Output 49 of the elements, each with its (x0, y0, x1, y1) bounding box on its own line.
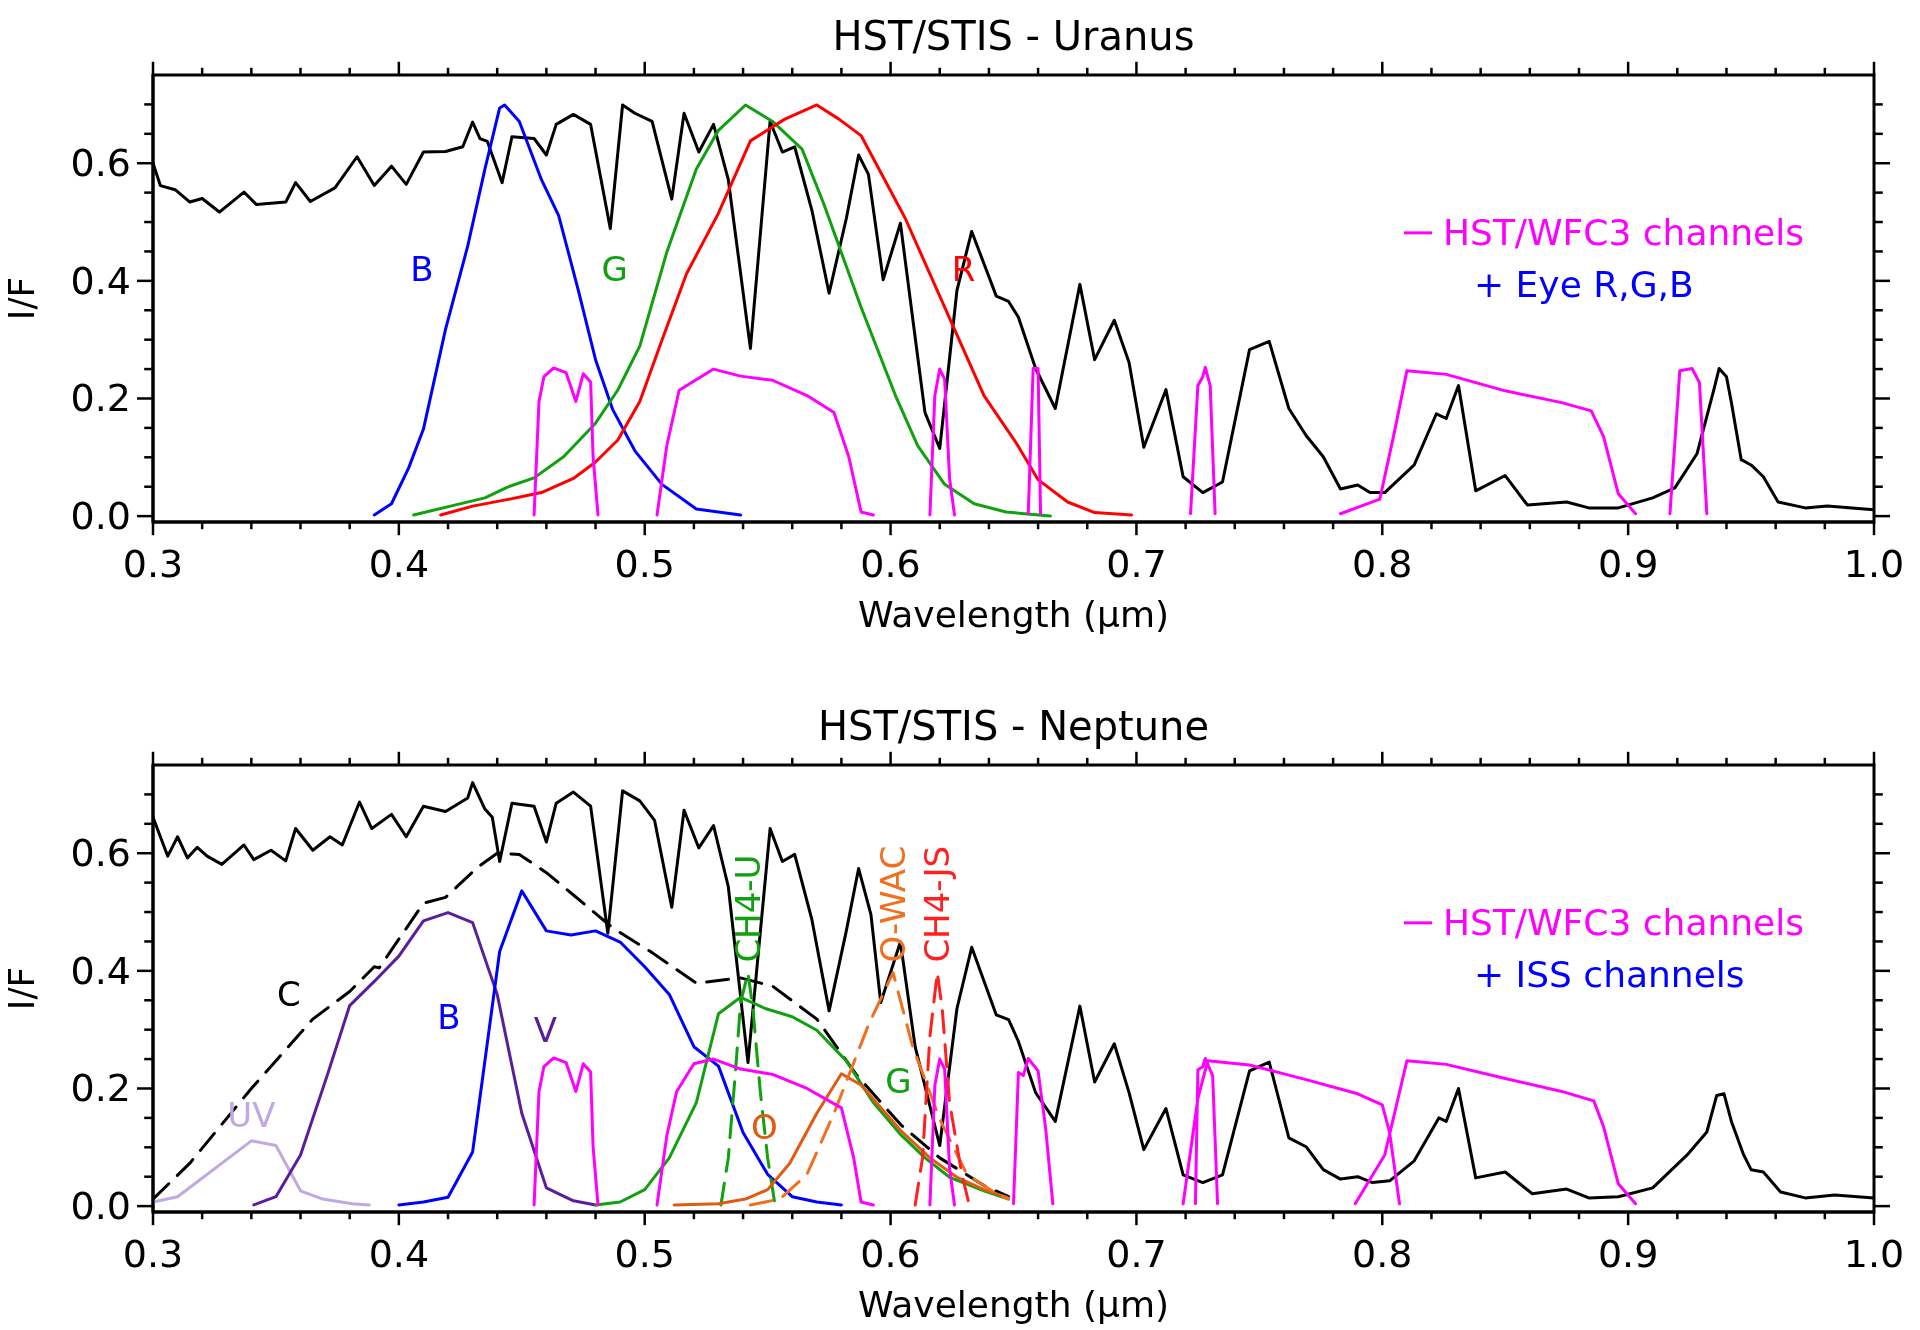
y-tick-label: 0.2 (70, 1066, 131, 1111)
x-tick-label: 0.4 (368, 1232, 430, 1276)
text: CH4-JS (917, 845, 958, 963)
x-tick-label: 1.0 (1843, 1232, 1905, 1276)
x-tick-label: 0.4 (368, 542, 430, 586)
line-series (412, 103, 1052, 518)
line-series (153, 1139, 371, 1207)
y-tick-label: 0.0 (70, 494, 131, 539)
chart-title: HST/STIS - Uranus (832, 13, 1195, 59)
x-tick-label: 0.5 (614, 1232, 675, 1276)
text: CH4-U (727, 854, 768, 963)
x-axis-title: Wavelength (μm) (857, 1284, 1170, 1325)
series-label: V (533, 1010, 558, 1051)
y-tick-label: 0.4 (70, 948, 131, 993)
x-tick-label: 1.0 (1843, 542, 1905, 586)
y-tick-label: 0.2 (70, 376, 131, 421)
chart-title: HST/STIS - Neptune (817, 703, 1210, 749)
line-series (748, 971, 1011, 1207)
x-tick-label: 0.7 (1106, 542, 1167, 586)
x-tick-label: 0.5 (614, 542, 675, 586)
x-tick-label: 0.8 (1352, 542, 1413, 586)
y-axis-title: I/F (1, 966, 42, 1011)
text: O-WAC (873, 845, 914, 963)
x-tick-label: 0.9 (1597, 1232, 1659, 1276)
series-label: G (885, 1060, 912, 1101)
line-series (439, 103, 1134, 517)
y-tick-label: 0.0 (70, 1184, 131, 1229)
annotation: + ISS channels (1474, 953, 1745, 995)
y-tick-label: 0.6 (70, 831, 131, 876)
series-label: UV (227, 1094, 276, 1135)
series-label: G (601, 249, 628, 290)
line-series (372, 103, 743, 517)
x-tick-label: 0.6 (860, 1232, 921, 1276)
x-tick-label: 0.6 (860, 542, 921, 586)
x-tick-label: 0.3 (122, 542, 184, 586)
series-label: C (277, 974, 301, 1015)
y-axis-title: I/F (1, 276, 42, 321)
annotation: + Eye R,G,B (1474, 263, 1694, 305)
y-tick-label: 0.4 (70, 258, 131, 303)
series-label: B (410, 249, 434, 290)
y-tick-label: 0.6 (70, 141, 131, 186)
x-tick-label: 0.3 (122, 1232, 184, 1276)
x-tick-label: 0.7 (1106, 1232, 1167, 1276)
x-tick-label: 0.9 (1597, 542, 1659, 586)
legend-label: HST/WFC3 channels (1442, 901, 1804, 943)
series-label: B (437, 996, 461, 1037)
legend-label: HST/WFC3 channels (1442, 211, 1804, 253)
x-tick-label: 0.8 (1352, 1232, 1413, 1276)
x-axis-title: Wavelength (μm) (857, 594, 1170, 635)
